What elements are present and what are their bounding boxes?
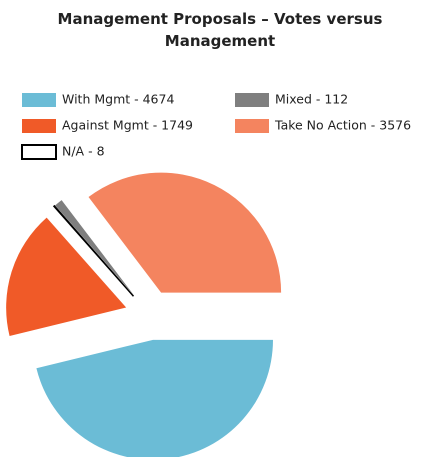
pie-slice [52,204,135,297]
legend-swatch [235,119,269,133]
pie-slice [6,217,127,336]
legend-swatch [22,119,56,133]
legend-label: Against Mgmt - 1749 [62,118,193,133]
pie-slice [36,339,273,457]
legend-swatch [21,144,57,160]
legend-swatch [22,93,56,107]
legend-label: Take No Action - 3576 [274,118,411,133]
legend-swatch [235,93,269,107]
legend-label: With Mgmt - 4674 [62,92,174,107]
pie-slice [55,200,135,296]
legend-label: N/A - 8 [62,144,105,159]
legend-label: Mixed - 112 [275,92,348,107]
pie-slice [88,172,282,293]
chart-title: Management Proposals – Votes versus Mana… [57,10,383,50]
